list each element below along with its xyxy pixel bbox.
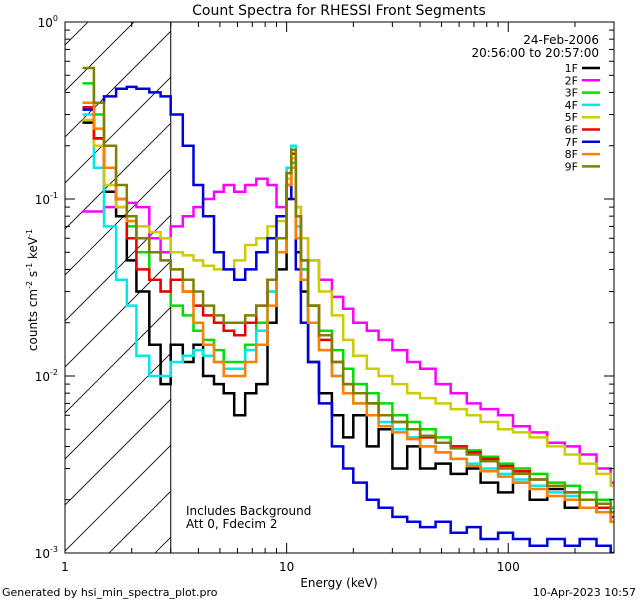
series-line-2F [82,156,614,484]
y-tick-label: 10-2 [35,368,58,384]
y-tick-label: 10-3 [35,545,58,561]
x-tick-label: 100 [497,560,520,574]
legend-label-3F: 3F [565,87,578,100]
hatch-line [65,22,135,92]
annotation-attenuator: Att 0, Fdecim 2 [186,517,277,531]
hatch-line [65,76,171,184]
footer-timestamp: 10-Apr-2023 10:57 [533,586,636,599]
x-axis-label: Energy (keV) [300,576,377,590]
series-line-5F [82,118,614,487]
series-line-6F [82,105,614,519]
series-line-1F [82,121,614,524]
legend-label-6F: 6F [565,124,578,137]
legend-label-4F: 4F [565,99,578,112]
hatch-line [65,306,171,414]
legend-label-8F: 8F [565,148,578,161]
plot-frame [64,21,615,554]
hatch-line [65,168,171,276]
chart-title: Count Spectra for RHESSI Front Segments [192,3,486,19]
date-label: 24-Feb-2006 [523,33,599,47]
legend-label-7F: 7F [565,136,578,149]
series-line-7F [82,85,614,553]
time-range-label: 20:56:00 to 20:57:00 [472,46,599,60]
y-tick-label: 100 [38,14,58,30]
x-tick-label: 10 [279,560,294,574]
footer-generated-by: Generated by hsi_min_spectra_plot.pro [2,586,218,599]
annotation-background: Includes Background [186,504,311,518]
hatch-line [247,22,640,553]
hatch-line [65,444,171,552]
y-axis-label: counts cm-2 s-1 keV-1 [25,229,40,351]
series-line-3F [82,82,614,510]
legend-label-1F: 1F [565,62,578,75]
hatch-line [65,260,171,368]
legend-label-2F: 2F [565,74,578,87]
hatch-line [65,398,171,506]
series-line-8F [82,101,614,524]
hatch-line [65,352,171,460]
hatch-line [108,490,171,553]
hatch-line [65,22,89,46]
legend-label-9F: 9F [565,160,578,173]
series-line-9F [82,66,614,514]
hatch-line [0,22,42,553]
hatch-line [65,214,171,322]
legend-label-5F: 5F [565,111,578,124]
x-tick-label: 1 [61,560,69,574]
y-tick-label: 10-1 [35,191,58,207]
